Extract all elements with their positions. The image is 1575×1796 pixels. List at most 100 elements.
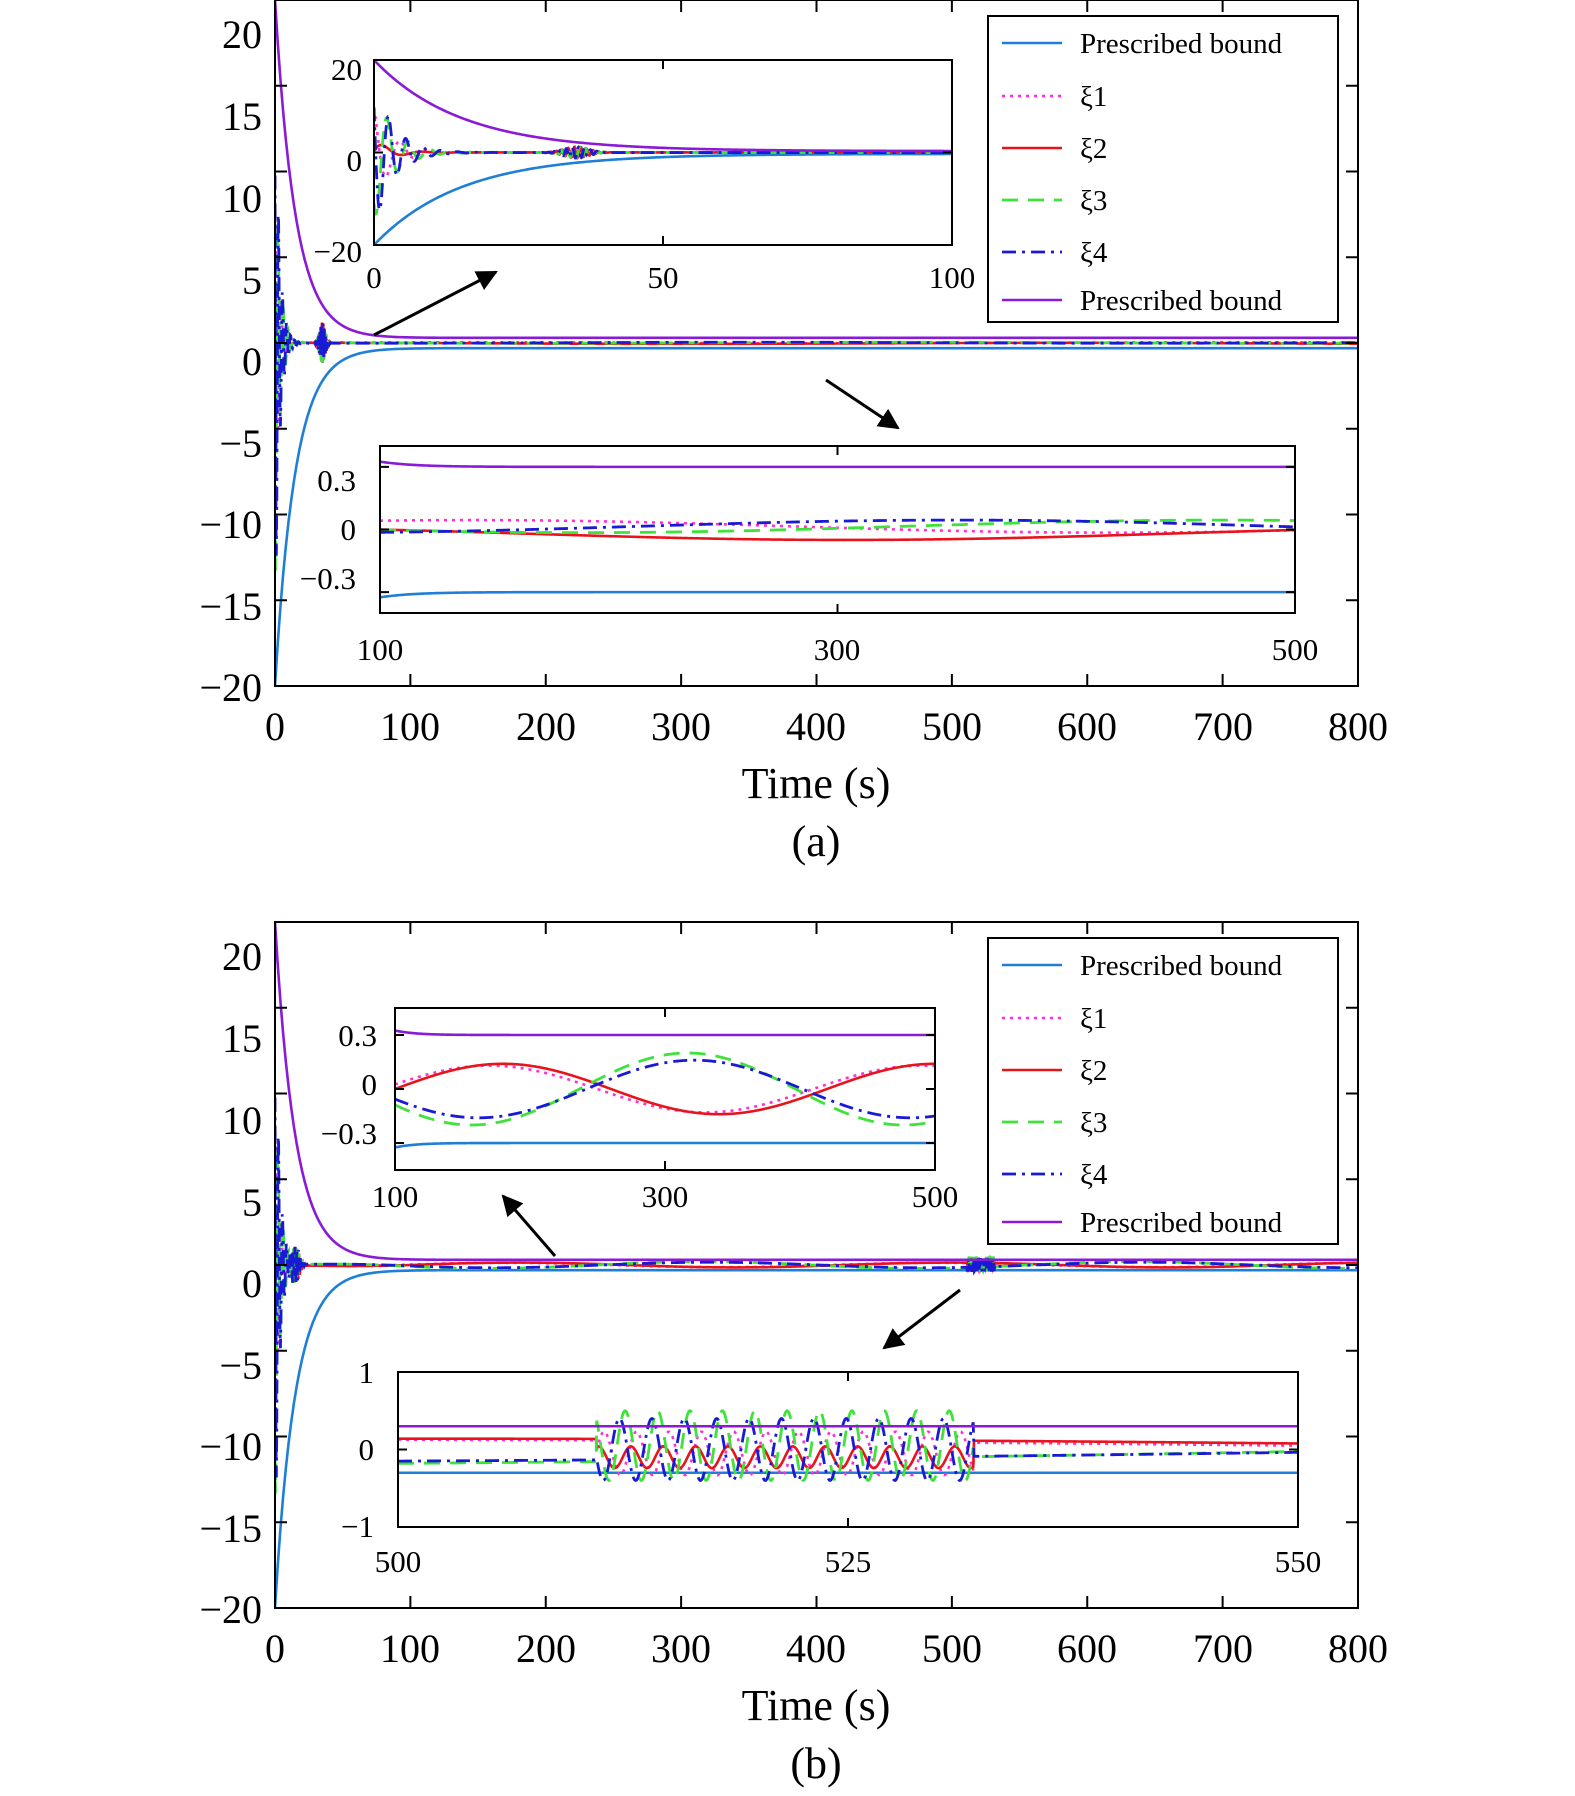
panel-a-xtick-label: 500 <box>922 704 982 749</box>
panel-b-inset-upper-xtick: 100 <box>372 1179 419 1214</box>
series-line-xi2 <box>395 1062 935 1116</box>
series-line-bound_lower <box>380 590 1295 599</box>
panel-b-xtick-label: 100 <box>380 1626 440 1671</box>
panel-b-ytick-label: 0 <box>242 1261 262 1306</box>
panel-a-ytick-label: −10 <box>199 502 262 547</box>
panel-a-inset-lower-lines <box>380 460 1295 599</box>
panel-b: 20 15 10 5 0 −5 −10 −15 −20 0 100 200 30… <box>199 921 1388 1788</box>
panel-a-inset-lower-xtick: 100 <box>357 632 404 667</box>
panel-a-inset-lower-ytick: 0 <box>341 512 357 547</box>
panel-b-inset-upper-bg <box>395 1008 935 1170</box>
panel-b-xtick-label: 200 <box>516 1626 576 1671</box>
legend-label: Prescribed bound <box>1080 1207 1283 1239</box>
legend-label: ξ1 <box>1080 81 1107 113</box>
clipped-series <box>395 1029 935 1149</box>
panel-b-inset-upper-ytick: 0.3 <box>338 1018 377 1053</box>
panel-b-inset-lower-xtick: 550 <box>1275 1544 1322 1579</box>
clipped-series <box>275 922 1358 1608</box>
panel-b-ytick-label: −15 <box>199 1506 262 1551</box>
panel-b-ytick-label: −20 <box>199 1587 262 1632</box>
panel-b-ytick-label: −5 <box>219 1343 262 1388</box>
panel-a-main-lines <box>275 0 1358 686</box>
panel-a-inset-lower-xtick: 500 <box>1272 632 1319 667</box>
panel-a-inset-upper-ticks <box>373 59 953 246</box>
panel-b-inset-lower-xtick: 500 <box>375 1544 422 1579</box>
panel-a-x-axis-label: Time (s) <box>742 759 891 808</box>
panel-a-inset-upper-lines <box>374 60 952 245</box>
legend-label: Prescribed bound <box>1080 950 1283 982</box>
panel-a-inset-lower-ytick: 0.3 <box>317 463 356 498</box>
panel-b-inset-lower-ytick: 1 <box>359 1355 375 1390</box>
panel-b-inset-upper-ytick: −0.3 <box>321 1116 377 1151</box>
legend-label: ξ4 <box>1080 237 1108 269</box>
panel-a-xtick-label: 700 <box>1193 704 1253 749</box>
panel-a-inset-upper: 20 0 −20 0 50 100 <box>314 52 976 295</box>
panel-a-legend: Prescribed bound ξ1 ξ2 ξ3 ξ4 Prescribed … <box>987 15 1339 323</box>
panel-b-inset-upper-lines <box>395 1029 935 1149</box>
series-line-xi3 <box>380 518 1295 535</box>
series-line-bound_lower <box>275 1268 1358 1608</box>
series-line-bound_lower <box>275 346 1358 686</box>
legend-label: ξ3 <box>1080 1107 1107 1139</box>
series-line-xi4 <box>395 1058 935 1120</box>
panel-b-inset-lower-ticks <box>397 1371 1299 1528</box>
series-line-bound_upper <box>374 60 952 153</box>
panel-b-arrow-lower <box>882 1288 961 1350</box>
panel-a-ytick-label: 15 <box>222 94 262 139</box>
panel-b-inset-lower-ytick: −1 <box>341 1509 374 1544</box>
panel-a-ytick-label: 5 <box>242 258 262 303</box>
panel-a-xtick-label: 600 <box>1057 704 1117 749</box>
panel-b-main-ticks <box>274 921 1359 1609</box>
panel-b-x-axis-label: Time (s) <box>742 1681 891 1730</box>
panel-a-inset-upper-ytick: −20 <box>314 234 362 269</box>
series-line-bound_upper <box>395 1029 935 1037</box>
legend-label: ξ2 <box>1080 1055 1107 1087</box>
panel-a-inset-upper-xtick: 100 <box>929 260 976 295</box>
panel-b-inset-upper-xtick: 300 <box>642 1179 689 1214</box>
panel-a-ytick-label: −15 <box>199 584 262 629</box>
panel-a-main-plot: 20 15 10 5 0 −5 −10 −15 −20 0 100 200 30… <box>199 0 1388 866</box>
panel-a-arrow-upper <box>373 270 498 337</box>
panel-a-inset-upper-ytick: 0 <box>347 143 363 178</box>
panel-b-xtick-label: 700 <box>1193 1626 1253 1671</box>
panel-b-ytick-label: 20 <box>222 934 262 979</box>
panel-b-caption: (b) <box>790 1739 841 1788</box>
panel-a-xtick-label: 800 <box>1328 704 1388 749</box>
panel-a-inset-lower-ticks <box>379 446 1296 613</box>
panel-a-xtick-label: 0 <box>265 704 285 749</box>
panel-b-xtick-label: 500 <box>922 1626 982 1671</box>
series-line-xi2 <box>380 528 1295 542</box>
panel-b-ytick-label: 15 <box>222 1016 262 1061</box>
legend-label: ξ3 <box>1080 185 1107 217</box>
panel-b-inset-upper-xtick: 500 <box>912 1179 959 1214</box>
series-line-xi2 <box>398 1437 1298 1470</box>
panel-a-ytick-label: 0 <box>242 339 262 384</box>
panel-a-ytick-label: −5 <box>219 421 262 466</box>
panel-b-inset-upper-ticks <box>394 1008 936 1170</box>
panel-a-caption: (a) <box>792 817 841 866</box>
panel-b-inset-lower-bg <box>398 1372 1298 1527</box>
series-line-bound_upper <box>275 922 1358 1262</box>
panel-a-inset-lower-xtick: 300 <box>814 632 861 667</box>
panel-b-ytick-label: −10 <box>199 1424 262 1469</box>
series-line-bound_lower <box>395 1141 935 1149</box>
panel-b-inset-upper: 0.3 0 −0.3 100 300 500 <box>321 1007 959 1214</box>
panel-b-inset-lower-lines <box>398 1409 1298 1483</box>
panel-a-xtick-label: 400 <box>786 704 846 749</box>
panel-a-xtick-label: 200 <box>516 704 576 749</box>
panel-b-xtick-label: 0 <box>265 1626 285 1671</box>
panel-b-main-lines <box>275 922 1358 1608</box>
panel-b-legend-box <box>987 937 1339 1245</box>
series-line-xi4 <box>380 518 1295 534</box>
legend-label: Prescribed bound <box>1080 285 1283 317</box>
series-line-bound_upper <box>380 460 1295 469</box>
series-line-bound_upper <box>275 0 1358 340</box>
panel-a-ytick-label: −20 <box>199 665 262 710</box>
panel-a-arrow-lower <box>825 378 900 430</box>
panel-b-ytick-label: 5 <box>242 1180 262 1225</box>
panel-b-xtick-label: 400 <box>786 1626 846 1671</box>
legend-label: ξ4 <box>1080 1159 1108 1191</box>
panel-b-inset-lower-xtick: 525 <box>825 1544 872 1579</box>
panel-b-xtick-label: 600 <box>1057 1626 1117 1671</box>
